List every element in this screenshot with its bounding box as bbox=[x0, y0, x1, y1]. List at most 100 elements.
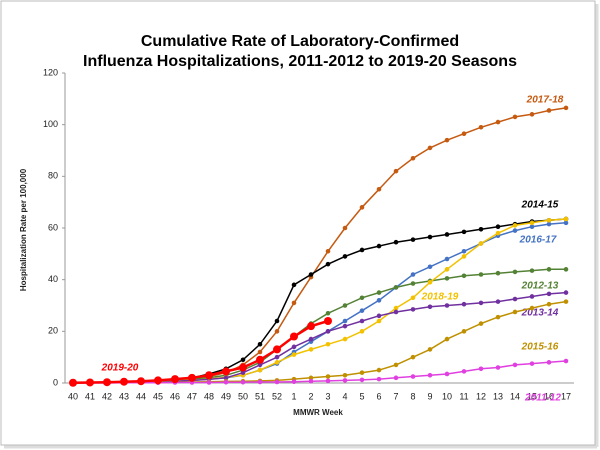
x-tick-label: 45 bbox=[153, 391, 163, 401]
data-point bbox=[325, 341, 331, 347]
x-tick-label: 7 bbox=[393, 391, 398, 401]
data-point bbox=[546, 221, 552, 227]
data-point bbox=[291, 379, 297, 385]
y-tick-label: 120 bbox=[43, 67, 58, 77]
data-point bbox=[393, 239, 399, 245]
x-tick-label: 43 bbox=[119, 391, 129, 401]
x-tick-label: 1 bbox=[291, 391, 296, 401]
data-point bbox=[257, 379, 263, 385]
x-tick-label: 5 bbox=[359, 391, 364, 401]
data-point bbox=[222, 367, 230, 376]
data-point bbox=[376, 298, 382, 303]
x-tick-label: 15 bbox=[527, 391, 537, 401]
data-point bbox=[461, 301, 467, 307]
chart-title: Cumulative Rate of Laboratory-Confirmed bbox=[141, 33, 459, 50]
data-point bbox=[359, 295, 365, 301]
data-point bbox=[546, 217, 552, 223]
data-point bbox=[359, 205, 365, 210]
data-point bbox=[563, 220, 569, 226]
data-point bbox=[69, 378, 77, 387]
chart-title: Influenza Hospitalizations, 2011-2012 to… bbox=[83, 53, 517, 70]
data-point bbox=[444, 371, 450, 377]
data-point bbox=[478, 226, 484, 232]
data-point bbox=[103, 378, 111, 387]
data-point bbox=[427, 279, 433, 285]
data-point bbox=[239, 363, 247, 372]
series-line bbox=[72, 319, 329, 384]
x-tick-label: 47 bbox=[187, 391, 197, 401]
data-point bbox=[273, 345, 281, 354]
data-point bbox=[205, 371, 213, 380]
data-point bbox=[546, 301, 552, 307]
data-point bbox=[325, 310, 331, 316]
data-point bbox=[240, 357, 246, 363]
data-point bbox=[291, 344, 297, 350]
data-point bbox=[376, 186, 382, 192]
data-point bbox=[546, 108, 552, 113]
data-point bbox=[410, 281, 416, 286]
data-point bbox=[546, 360, 552, 365]
legend-label: 2016-17 bbox=[519, 235, 557, 246]
data-point bbox=[410, 354, 416, 360]
x-tick-label: 13 bbox=[493, 391, 503, 401]
data-point bbox=[274, 318, 280, 324]
data-point bbox=[427, 234, 433, 240]
legend-label: 2015-16 bbox=[521, 342, 559, 353]
data-point bbox=[359, 370, 365, 375]
data-point bbox=[325, 374, 331, 379]
x-tick-label: 41 bbox=[85, 391, 95, 401]
data-point bbox=[529, 112, 535, 117]
data-point bbox=[427, 372, 433, 378]
legend-label: 2013-14 bbox=[521, 308, 559, 319]
data-point bbox=[291, 352, 297, 357]
data-point bbox=[393, 375, 399, 381]
data-point bbox=[342, 323, 348, 329]
data-point bbox=[495, 270, 501, 276]
data-point bbox=[223, 375, 229, 381]
x-tick-label: 2 bbox=[308, 391, 313, 401]
legend-label: 2018-19 bbox=[421, 292, 459, 303]
data-point bbox=[512, 309, 518, 315]
data-point bbox=[325, 329, 331, 334]
x-tick-label: 6 bbox=[376, 391, 381, 401]
data-point bbox=[529, 294, 535, 299]
data-point bbox=[444, 336, 450, 342]
legend-label: 2019-20 bbox=[101, 363, 139, 374]
data-point bbox=[256, 355, 264, 364]
data-point bbox=[461, 131, 467, 137]
data-point bbox=[410, 237, 416, 242]
data-point bbox=[427, 145, 433, 151]
data-point bbox=[393, 362, 399, 368]
data-point bbox=[495, 365, 501, 370]
x-tick-label: 49 bbox=[221, 391, 231, 401]
data-point bbox=[461, 329, 467, 334]
x-tick-label: 46 bbox=[170, 391, 180, 401]
data-point bbox=[478, 241, 484, 246]
data-point bbox=[410, 307, 416, 312]
data-point bbox=[342, 318, 348, 324]
x-tick-label: 11 bbox=[459, 391, 468, 401]
data-point bbox=[393, 168, 399, 174]
data-point bbox=[495, 299, 501, 304]
data-point bbox=[512, 114, 518, 120]
x-tick-label: 17 bbox=[561, 391, 571, 401]
data-point bbox=[257, 349, 263, 355]
data-point bbox=[512, 296, 518, 302]
data-point bbox=[410, 272, 416, 277]
data-point bbox=[444, 303, 450, 308]
x-tick-label: 40 bbox=[68, 391, 78, 401]
data-point bbox=[308, 272, 314, 277]
data-point bbox=[495, 314, 501, 320]
data-point bbox=[274, 379, 280, 385]
y-tick-label: 20 bbox=[48, 326, 58, 336]
x-tick-label: 50 bbox=[238, 391, 248, 401]
data-point bbox=[240, 370, 246, 375]
data-point bbox=[393, 309, 399, 315]
data-point bbox=[257, 341, 263, 347]
x-tick-label: 4 bbox=[342, 391, 347, 401]
data-point bbox=[376, 243, 382, 249]
data-point bbox=[376, 313, 382, 319]
data-point bbox=[307, 322, 315, 331]
y-axis-label: Hospitalization Rate per 100,000 bbox=[19, 168, 28, 291]
